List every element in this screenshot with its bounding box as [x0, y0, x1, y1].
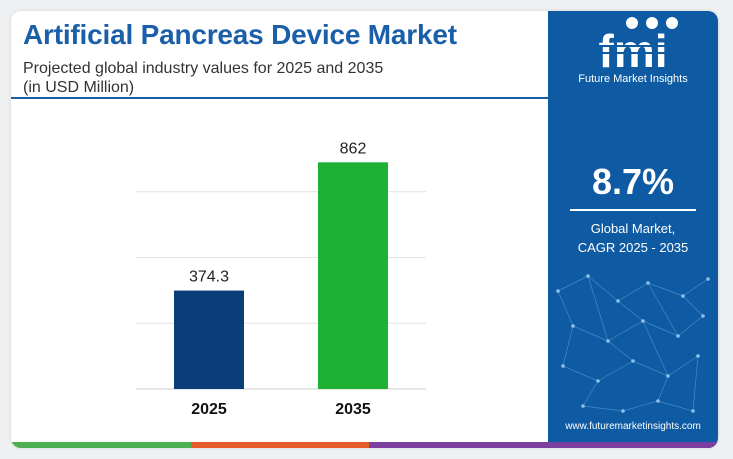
network-link: [677, 315, 704, 337]
network-node: [656, 399, 660, 403]
network-link: [667, 355, 699, 377]
logo-name: Future Market Insights: [578, 73, 688, 85]
network-node: [691, 409, 695, 413]
network-node: [586, 274, 590, 278]
logo-stripe: [588, 52, 680, 54]
chart-title: Artificial Pancreas Device Market: [23, 19, 457, 50]
infographic-card: Artificial Pancreas Device Market Projec…: [11, 11, 718, 448]
cagr-label-line-1: Global Market,: [590, 221, 676, 236]
fmi-logo: fmi Future Market Insights: [548, 11, 718, 101]
network-node: [571, 324, 575, 328]
network-link: [582, 380, 599, 407]
subtitle-line-1: Projected global industry values for 202…: [23, 60, 384, 77]
network-link: [617, 300, 644, 322]
network-link: [647, 282, 684, 297]
data-label-2025: 374.3: [189, 269, 229, 286]
logo-dot-icon: [646, 17, 658, 29]
network-node: [561, 364, 565, 368]
bar-chart: 374.3 2025 862 2035: [136, 140, 426, 418]
network-link: [587, 275, 619, 302]
network-node: [646, 281, 650, 285]
network-link: [632, 360, 669, 377]
bar-2025: [174, 290, 244, 389]
bottom-bar-orange: [191, 442, 369, 448]
network-node: [621, 409, 625, 413]
network-node: [556, 289, 560, 293]
network-node: [606, 339, 610, 343]
logo-dot-icon: [666, 17, 678, 29]
logo-dot-icon: [626, 17, 638, 29]
network-node: [681, 294, 685, 298]
network-node: [641, 319, 645, 323]
network-node: [631, 359, 635, 363]
network-link: [657, 400, 694, 412]
network-link: [682, 295, 704, 317]
chart-subtitle: Projected global industry values for 202…: [23, 59, 383, 97]
network-link: [607, 340, 634, 362]
network-node: [696, 354, 700, 358]
title-divider: [11, 97, 548, 99]
network-node: [666, 374, 670, 378]
network-link: [557, 275, 589, 292]
network-link: [657, 375, 669, 402]
network-node: [676, 334, 680, 338]
network-link: [597, 360, 634, 382]
network-link: [642, 320, 669, 377]
network-link: [572, 325, 609, 342]
logo-stripe: [588, 45, 680, 47]
bottom-bar-green: [11, 442, 191, 448]
logo-letters: fmi: [599, 25, 668, 73]
cagr-value: 8.7%: [591, 161, 675, 202]
cagr-label-line-2: CAGR 2025 - 2035: [577, 240, 689, 255]
network-node: [581, 404, 585, 408]
network-link: [622, 400, 659, 412]
bottom-bar-purple: [369, 442, 718, 448]
network-node: [706, 277, 710, 281]
data-label-2035: 862: [340, 140, 367, 157]
network-link: [647, 282, 679, 337]
network-link: [582, 405, 624, 412]
network-link: [607, 320, 644, 342]
cagr-divider: [570, 209, 696, 211]
network-node: [596, 379, 600, 383]
cagr-panel: fmi Future Market Insights 8.7% Global M…: [548, 11, 718, 448]
network-link: [692, 355, 699, 412]
x-tick-label-2035: 2035: [335, 401, 371, 418]
network-link: [562, 325, 574, 367]
network-link: [557, 290, 574, 327]
network-node: [616, 299, 620, 303]
x-tick-label-2025: 2025: [191, 401, 227, 418]
bar-2035: [318, 162, 388, 389]
network-link: [587, 275, 609, 342]
cagr-label: Global Market, CAGR 2025 - 2035: [548, 219, 718, 257]
logo-mark: fmi: [588, 17, 680, 77]
website-url: www.futuremarketinsights.com: [565, 421, 701, 432]
network-graphic: [556, 274, 710, 413]
network-link: [682, 278, 709, 297]
network-node: [701, 314, 705, 318]
network-link: [617, 282, 649, 302]
network-link: [562, 365, 599, 382]
subtitle-line-2: (in USD Million): [23, 79, 135, 96]
network-link: [642, 320, 679, 337]
